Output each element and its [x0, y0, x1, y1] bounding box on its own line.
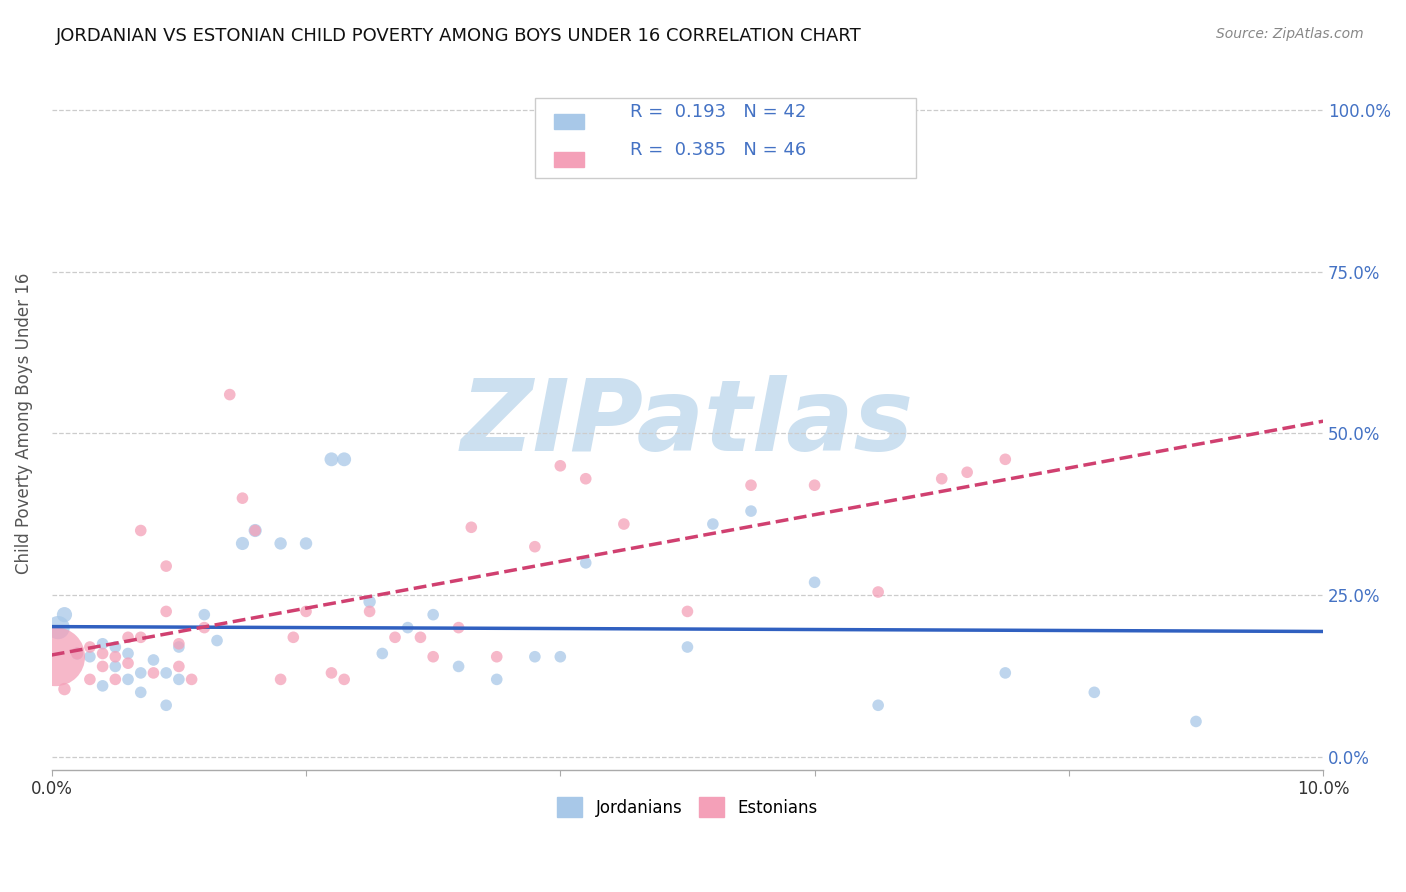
Point: [575, 472, 598, 486]
Point: [142, 653, 165, 667]
Point: [295, 604, 318, 618]
Point: [218, 387, 240, 401]
Point: [447, 621, 470, 635]
Point: [270, 536, 292, 550]
Point: [104, 673, 127, 687]
Point: [155, 559, 177, 574]
Point: [613, 516, 636, 531]
Point: [740, 478, 762, 492]
Point: [270, 673, 292, 687]
Point: [205, 633, 228, 648]
Point: [550, 458, 572, 473]
Point: [129, 665, 152, 680]
Point: [104, 649, 127, 664]
Legend: Jordanians, Estonians: Jordanians, Estonians: [551, 790, 824, 824]
FancyBboxPatch shape: [534, 98, 917, 178]
Point: [91, 659, 114, 673]
Point: [1185, 714, 1208, 729]
Point: [167, 659, 190, 673]
Point: [91, 637, 114, 651]
Text: R =  0.385   N = 46: R = 0.385 N = 46: [630, 141, 807, 159]
Point: [117, 647, 139, 661]
Point: [129, 630, 152, 644]
Point: [53, 607, 76, 622]
Point: [396, 621, 419, 635]
Point: [523, 540, 546, 554]
Point: [231, 491, 253, 505]
Point: [931, 472, 953, 486]
Point: [676, 640, 699, 654]
Point: [155, 604, 177, 618]
Point: [575, 556, 598, 570]
Point: [460, 520, 482, 534]
Point: [676, 604, 699, 618]
Point: [321, 665, 343, 680]
Text: JORDANIAN VS ESTONIAN CHILD POVERTY AMONG BOYS UNDER 16 CORRELATION CHART: JORDANIAN VS ESTONIAN CHILD POVERTY AMON…: [56, 27, 862, 45]
Point: [91, 647, 114, 661]
Y-axis label: Child Poverty Among Boys Under 16: Child Poverty Among Boys Under 16: [15, 273, 32, 574]
Point: [46, 621, 69, 635]
Point: [91, 679, 114, 693]
Text: ZIPatlas: ZIPatlas: [461, 376, 914, 472]
Point: [79, 673, 101, 687]
Point: [79, 649, 101, 664]
Point: [53, 682, 76, 697]
Point: [1083, 685, 1105, 699]
Point: [422, 649, 444, 664]
Point: [104, 640, 127, 654]
Point: [447, 659, 470, 673]
Point: [868, 698, 890, 713]
Point: [45, 649, 67, 664]
Point: [66, 647, 89, 661]
Point: [321, 452, 343, 467]
Point: [117, 656, 139, 670]
Point: [167, 637, 190, 651]
Point: [231, 536, 253, 550]
Point: [167, 640, 190, 654]
Point: [142, 665, 165, 680]
Text: Source: ZipAtlas.com: Source: ZipAtlas.com: [1216, 27, 1364, 41]
Point: [117, 673, 139, 687]
Point: [422, 607, 444, 622]
Point: [180, 673, 202, 687]
Point: [66, 647, 89, 661]
FancyBboxPatch shape: [554, 114, 585, 129]
Point: [193, 607, 215, 622]
Point: [868, 585, 890, 599]
Point: [129, 524, 152, 538]
Point: [193, 621, 215, 635]
Point: [702, 516, 724, 531]
Point: [283, 630, 305, 644]
Point: [994, 452, 1017, 467]
Point: [409, 630, 432, 644]
Point: [740, 504, 762, 518]
Point: [129, 685, 152, 699]
Point: [295, 536, 318, 550]
Point: [803, 575, 825, 590]
Point: [155, 698, 177, 713]
Point: [803, 478, 825, 492]
Point: [550, 649, 572, 664]
Text: R =  0.193   N = 42: R = 0.193 N = 42: [630, 103, 807, 121]
Point: [523, 649, 546, 664]
Point: [956, 465, 979, 479]
Point: [243, 524, 266, 538]
Point: [384, 630, 406, 644]
Point: [333, 673, 356, 687]
Point: [359, 604, 381, 618]
Point: [155, 665, 177, 680]
FancyBboxPatch shape: [554, 153, 585, 168]
Point: [994, 665, 1017, 680]
Point: [167, 673, 190, 687]
Point: [371, 647, 394, 661]
Point: [485, 673, 508, 687]
Point: [359, 595, 381, 609]
Point: [485, 649, 508, 664]
Point: [104, 659, 127, 673]
Point: [79, 640, 101, 654]
Point: [117, 630, 139, 644]
Point: [333, 452, 356, 467]
Point: [243, 524, 266, 538]
